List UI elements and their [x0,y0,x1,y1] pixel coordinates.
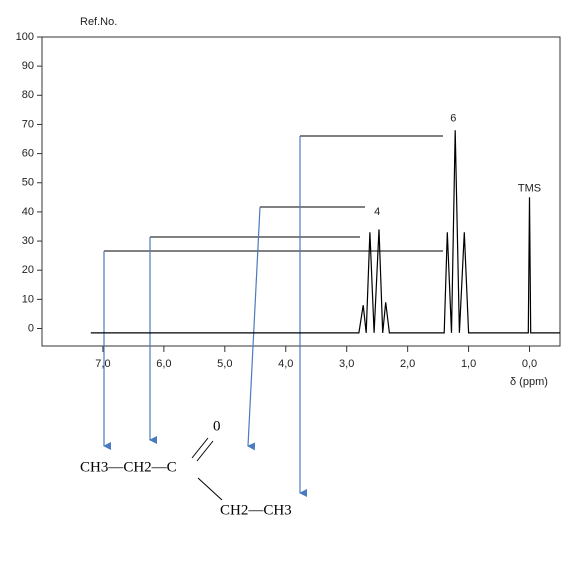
brackets [104,135,443,252]
y-tick-label: 0 [28,322,34,334]
y-tick-label: 70 [22,118,34,130]
molecule-left: CH3—CH2—C [80,459,177,475]
y-tick-label: 100 [16,31,34,43]
bond [197,477,223,501]
y-tick-label: 40 [22,206,34,218]
y-tick-label: 60 [22,148,34,160]
spectrum-line [90,130,560,334]
peak-annotation: 4 [374,206,380,218]
peak-annotation: 6 [450,113,456,125]
y-tick-label: 10 [22,293,34,305]
y-tick-label: 20 [22,264,34,276]
arrow [247,206,261,451]
y-tick-label: 90 [22,60,34,72]
plot-frame [41,36,561,347]
peak-annotation: TMS [518,182,541,194]
y-axis-label: Ref.No. [80,16,117,28]
x-tick-label: 2,0 [400,358,415,370]
x-tick-label: 1,0 [461,358,476,370]
x-axis-label: δ (ppm) [510,376,548,388]
x-tick-label: 7,0 [95,358,110,370]
x-tick-label: 0,0 [522,358,537,370]
y-tick-label: 30 [22,235,34,247]
molecule-oxygen: 0 [213,418,221,434]
y-tick-label: 50 [22,177,34,189]
bonds [191,437,223,501]
x-tick-label: 4,0 [278,358,293,370]
molecule-right: CH2—CH3 [220,502,292,518]
x-tick-label: 5,0 [217,358,232,370]
x-tick-label: 6,0 [156,358,171,370]
bond [191,437,209,459]
x-tick-label: 3,0 [339,358,354,370]
y-tick-label: 80 [22,89,34,101]
bond [196,440,214,462]
arrows [103,136,307,497]
